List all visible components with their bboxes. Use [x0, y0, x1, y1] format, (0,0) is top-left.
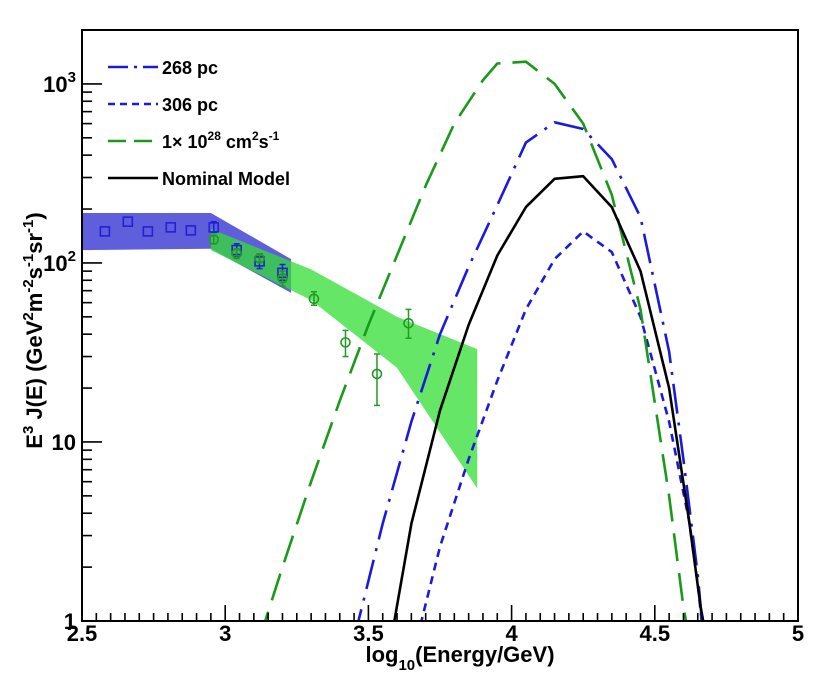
axis-ticks — [81, 29, 799, 622]
square-marker-2 — [142, 226, 154, 237]
y-tick-label: 102 — [43, 248, 76, 276]
x-tick-label: 3.5 — [353, 621, 384, 646]
data-point — [340, 337, 351, 348]
x-axis-title: log10(Energy/GeV) — [365, 642, 554, 674]
circle-marker-1 — [231, 248, 242, 260]
y-tick-label: 1 — [64, 609, 76, 634]
legend-label-1e28: 1× 1028 cm2s-1 — [162, 129, 280, 152]
data-point — [371, 368, 383, 380]
series-line-1e28 — [263, 60, 688, 621]
data-point — [308, 293, 320, 305]
x-tick-label: 4.5 — [640, 621, 671, 646]
data-point — [403, 318, 414, 329]
legend-label-nominal-model: Nominal Model — [162, 169, 290, 189]
x-tick-label: 4 — [505, 621, 518, 646]
circle-marker-5 — [340, 329, 351, 358]
band-blue-band — [82, 213, 292, 293]
circle-marker-2 — [254, 253, 265, 264]
data-point — [208, 234, 220, 245]
square-marker-5 — [208, 220, 220, 234]
data-point — [122, 216, 134, 227]
circle-marker-4 — [308, 291, 320, 307]
square-marker-3 — [165, 222, 177, 233]
data-point — [165, 222, 177, 233]
series-line-nominal-model — [393, 174, 705, 621]
data-point — [99, 226, 111, 237]
tick-labels: 2.5 3 3.5 4 4.5 5 1 10 102 103 — [43, 69, 804, 646]
model-curves — [263, 60, 705, 621]
square-marker-0 — [99, 226, 111, 237]
data-point — [142, 226, 154, 237]
square-marker-1 — [122, 216, 134, 227]
data-point — [277, 273, 288, 284]
data-point — [185, 225, 197, 236]
data-point — [254, 253, 265, 264]
legend-label-268-pc: 268 pc — [162, 58, 218, 78]
data-markers — [99, 216, 414, 407]
circle-marker-6 — [371, 353, 383, 407]
series-line-268-pc — [357, 121, 704, 621]
x-tick-label: 3 — [219, 621, 231, 646]
circle-marker-0 — [208, 234, 220, 245]
band-green-band — [210, 228, 478, 489]
square-marker-4 — [185, 225, 197, 236]
legend: 268 pc 306 pc 1× 1028 cm2s-1 Nominal Model — [108, 58, 290, 189]
y-axis-title: E3 J(E) (GeV2m-2s-1sr-1) — [20, 212, 47, 448]
legend-label-306-pc: 306 pc — [162, 95, 218, 115]
x-tick-label: 5 — [792, 621, 804, 646]
circle-marker-7 — [403, 308, 414, 339]
shaded-bands — [82, 213, 478, 489]
circle-marker-3 — [277, 270, 288, 288]
data-point — [231, 248, 242, 259]
data-point — [208, 222, 220, 233]
x-tick-label: 2.5 — [67, 621, 98, 646]
y-tick-label: 103 — [43, 69, 76, 97]
y-tick-label: 10 — [52, 430, 76, 455]
